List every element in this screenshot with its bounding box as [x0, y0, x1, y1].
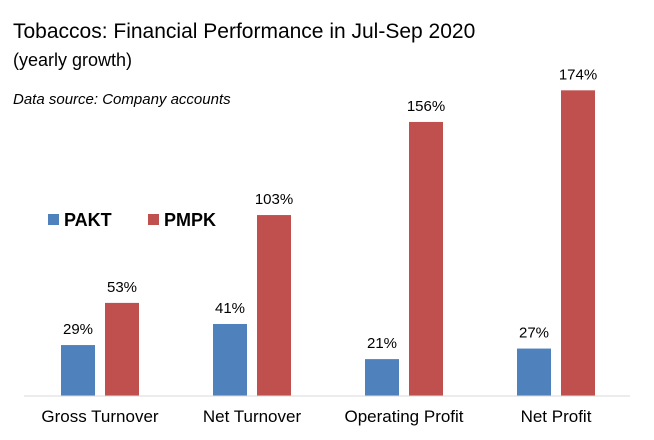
- legend-swatch-pakt: [48, 214, 59, 225]
- category-label-3: Net Profit: [521, 407, 592, 426]
- value-label-pmpk-2: 156%: [407, 98, 445, 115]
- category-label-0: Gross Turnover: [41, 407, 158, 426]
- category-label-1: Net Turnover: [203, 407, 302, 426]
- chart-subtitle: (yearly growth): [13, 50, 133, 70]
- category-labels-group: Gross Turnover Net Turnover Operating Prof…: [41, 407, 591, 426]
- legend-swatch-pmpk: [148, 214, 159, 225]
- legend-label-pmpk: PMPK: [164, 210, 216, 230]
- category-label-2: Operating Profit: [344, 407, 463, 426]
- value-labels-group: 29% 53% 41% 103% 21% 156% 27% 174%: [63, 66, 597, 352]
- bar-pmpk-1: [257, 215, 291, 396]
- value-label-pmpk-0: 53%: [107, 279, 137, 296]
- bar-pakt-2: [365, 359, 399, 396]
- bar-pmpk-3: [561, 90, 595, 396]
- legend-label-pakt: PAKT: [64, 210, 112, 230]
- value-label-pmpk-3: 174%: [559, 66, 597, 83]
- value-label-pakt-3: 27%: [519, 325, 549, 342]
- value-label-pakt-2: 21%: [367, 335, 397, 352]
- bars-group: [61, 90, 595, 396]
- bar-pakt-1: [213, 323, 247, 396]
- bar-pakt-0: [61, 345, 95, 396]
- bar-pmpk-0: [105, 302, 139, 396]
- value-label-pmpk-1: 103%: [255, 191, 293, 208]
- bar-pmpk-2: [409, 121, 443, 396]
- chart-title: Tobaccos: Financial Performance in Jul-S…: [13, 20, 476, 43]
- data-source-note: Data source: Company accounts: [13, 91, 231, 108]
- legend: PAKT PMPK: [48, 210, 216, 230]
- value-label-pakt-0: 29%: [63, 321, 93, 338]
- bar-pakt-3: [517, 348, 551, 396]
- value-label-pakt-1: 41%: [215, 300, 245, 317]
